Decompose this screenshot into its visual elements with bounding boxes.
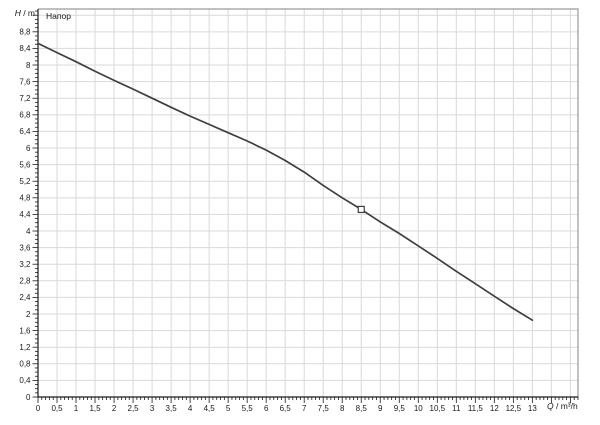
svg-text:2,8: 2,8 (19, 277, 31, 286)
svg-text:1: 1 (74, 404, 79, 413)
svg-text:4,4: 4,4 (19, 210, 31, 219)
svg-text:0,8: 0,8 (19, 360, 31, 369)
duty-point-marker[interactable] (357, 205, 365, 214)
svg-text:7: 7 (302, 404, 307, 413)
svg-text:4: 4 (188, 404, 193, 413)
svg-text:1,2: 1,2 (19, 343, 31, 352)
y-axis-symbol: H (14, 8, 21, 18)
svg-text:2,4: 2,4 (19, 293, 31, 302)
svg-text:12: 12 (490, 404, 499, 413)
svg-text:8: 8 (26, 61, 31, 70)
svg-text:3,2: 3,2 (19, 260, 31, 269)
svg-text:0,5: 0,5 (51, 404, 63, 413)
svg-text:9,5: 9,5 (394, 404, 406, 413)
svg-text:9: 9 (378, 404, 383, 413)
y-tick-labels: 0 0,4 0,8 1,2 1,6 2 2,4 2,8 3,2 3,6 4 4,4 4,8 5,2 5,6 6… (19, 28, 31, 402)
svg-text:3,6: 3,6 (19, 243, 31, 252)
svg-text:8,4: 8,4 (19, 44, 31, 53)
svg-text:5,5: 5,5 (242, 404, 254, 413)
svg-text:6,8: 6,8 (19, 111, 31, 120)
svg-text:6,4: 6,4 (19, 127, 31, 136)
svg-text:5,6: 5,6 (19, 160, 31, 169)
svg-text:8,5: 8,5 (356, 404, 368, 413)
svg-text:0: 0 (36, 404, 41, 413)
svg-text:6,5: 6,5 (280, 404, 292, 413)
svg-text:4,5: 4,5 (204, 404, 216, 413)
svg-text:11,5: 11,5 (468, 404, 484, 413)
svg-text:2,5: 2,5 (128, 404, 140, 413)
grid-lines (38, 9, 578, 397)
svg-text:6: 6 (264, 404, 269, 413)
svg-text:4,8: 4,8 (19, 194, 31, 203)
svg-text:8,8: 8,8 (19, 28, 31, 37)
svg-text:1,5: 1,5 (89, 404, 101, 413)
y-axis-unit: / m (20, 8, 35, 18)
svg-text:13: 13 (528, 404, 537, 413)
legend-label: Напор (46, 11, 71, 21)
pump-head-curve (37, 42, 534, 322)
axis-ticks (32, 10, 579, 403)
svg-text:5,2: 5,2 (19, 177, 31, 186)
svg-text:5: 5 (226, 404, 231, 413)
svg-text:2: 2 (26, 310, 31, 319)
svg-text:2: 2 (112, 404, 117, 413)
y-axis-title: H / m (4, 8, 35, 18)
svg-text:3: 3 (150, 404, 155, 413)
svg-text:11: 11 (452, 404, 461, 413)
svg-text:8: 8 (340, 404, 345, 413)
svg-text:0,4: 0,4 (19, 376, 31, 385)
x-axis-title: Q / m³/h (547, 401, 578, 411)
svg-text:3,5: 3,5 (166, 404, 178, 413)
svg-text:7,6: 7,6 (19, 77, 31, 86)
plot-frame (38, 8, 579, 397)
x-axis-unit: / m³/h (553, 401, 578, 411)
x-tick-labels: 0 0,5 1 1,5 2 2,5 3 3,5 4 4,5 5 5,5 6 6,5 7 7,5 8 8,5 9 9,5… (36, 404, 538, 413)
svg-text:6: 6 (26, 144, 31, 153)
svg-text:4: 4 (26, 227, 31, 236)
x-axis-symbol: Q (547, 401, 554, 411)
svg-text:0: 0 (26, 393, 31, 402)
svg-text:10: 10 (414, 404, 423, 413)
svg-text:7,2: 7,2 (19, 94, 31, 103)
svg-text:1,6: 1,6 (19, 326, 31, 335)
svg-text:12,5: 12,5 (506, 404, 522, 413)
svg-text:10,5: 10,5 (430, 404, 446, 413)
svg-text:7,5: 7,5 (318, 404, 330, 413)
